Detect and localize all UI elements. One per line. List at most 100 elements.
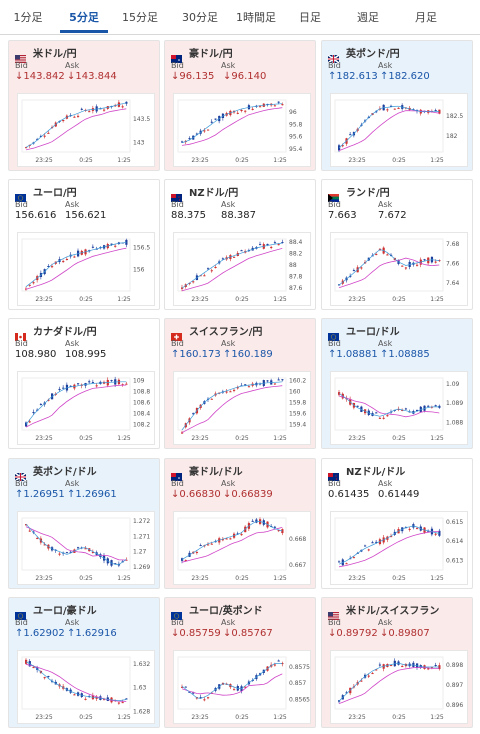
x-tick-label: 0:25	[392, 575, 406, 582]
currency-card[interactable]: 英ポンド/円 Bid Ask ↑182.613 ↑182.620 182.5 182 23:2…	[321, 40, 473, 171]
moving-average-line	[181, 248, 283, 292]
pair-name[interactable]: NZドル/円	[189, 188, 239, 199]
price-chart: 96 95.8 95.6 95.4 23:25 0:25 1:25	[177, 99, 303, 164]
chart-plot-area	[21, 99, 131, 153]
pair-name[interactable]: NZドル/ドル	[346, 467, 406, 478]
pair-name[interactable]: ユーロ/ドル	[346, 327, 400, 338]
currency-card[interactable]: スイスフラン/円 Bid Ask ↑160.173 ↑160.189 160.2 160 15…	[164, 318, 316, 449]
chart-container[interactable]: 88.4 88.2 88 87.8 87.6 23:25 0:25 1:25	[173, 232, 311, 306]
currency-card[interactable]: ランド/円 Bid Ask 7.663 7.672 7.68 7.66 7.64 23:25 0:…	[321, 179, 473, 310]
pair-name[interactable]: ランド/円	[346, 188, 390, 199]
currency-card[interactable]: カナダドル/円 Bid Ask 108.980 108.995 109 108.8 108.6…	[8, 318, 160, 449]
flag-icon	[15, 326, 26, 341]
chart-container[interactable]: 1.272 1.271 1.27 1.269 23:25 0:25 1:25	[17, 511, 155, 585]
pair-name[interactable]: 米ドル/スイスフラン	[346, 606, 440, 617]
currency-card[interactable]: NZドル/ドル Bid Ask 0.61435 0.61449 0.615 0.614 0.6…	[321, 458, 473, 589]
currency-card[interactable]: 米ドル/円 Bid Ask ↓143.842 ↓143.844 143.5 143 23:25…	[8, 40, 160, 171]
chart-plot-area	[334, 238, 444, 292]
x-tick-label: 23:25	[348, 575, 365, 582]
currency-card[interactable]: ユーロ/円 Bid Ask 156.616 156.621 156.5 156 23:25 0:…	[8, 179, 160, 310]
flag-icon	[14, 466, 27, 482]
candle	[371, 542, 374, 544]
ask-label: Ask	[221, 479, 236, 488]
pair-name[interactable]: ユーロ/豪ドル	[33, 606, 97, 617]
pair-name[interactable]: ユーロ/英ポンド	[189, 606, 263, 617]
currency-card[interactable]: NZドル/円 Bid Ask 88.375 88.387 88.4 88.2 88 87.8 87…	[164, 179, 316, 310]
currency-card[interactable]: ユーロ/ドル Bid Ask ↑1.08881 ↑1.08885 1.09 1.089 1.0…	[321, 318, 473, 449]
tab-6[interactable]: 日足	[299, 11, 321, 24]
candle	[210, 398, 213, 400]
candle	[438, 530, 441, 536]
pair-name[interactable]: 豪ドル/円	[189, 49, 233, 60]
flag-icon	[15, 187, 26, 202]
candle	[349, 275, 352, 277]
chart-container[interactable]: 109 108.8 108.6 108.4 108.2 23:25 0:25 1:25	[17, 371, 155, 445]
candle	[273, 383, 277, 385]
arrow-up-icon: ↑	[67, 628, 76, 639]
tab-4[interactable]: 30分足	[182, 11, 218, 24]
chart-container[interactable]: 182.5 182 23:25 0:25 1:25	[330, 93, 468, 167]
currency-card[interactable]: 豪ドル/円 Bid Ask ↓96.135 ↓96.140 96 95.8 95.6 95.4 2…	[164, 40, 316, 171]
tab-7[interactable]: 週足	[357, 11, 379, 24]
candle	[416, 528, 419, 530]
moving-average-line	[25, 384, 127, 428]
candle	[125, 239, 128, 245]
pair-name[interactable]: 豪ドル/ドル	[189, 467, 243, 478]
pair-name[interactable]: スイスフラン/円	[189, 327, 263, 338]
candle	[77, 547, 80, 549]
bid-text: 88.375	[171, 210, 206, 221]
candle	[240, 534, 243, 536]
pair-name[interactable]: 米ドル/円	[33, 49, 77, 60]
candle	[352, 557, 356, 559]
chart-container[interactable]: 0.615 0.614 0.613 23:25 0:25 1:25	[330, 511, 468, 585]
candle	[273, 664, 277, 666]
currency-card[interactable]: 英ポンド/ドル Bid Ask ↑1.26951 ↑1.26961 1.272 1.271 1…	[8, 458, 160, 589]
x-tick-label: 1:25	[117, 575, 131, 582]
candle	[84, 548, 87, 550]
pair-name[interactable]: 英ポンド/円	[346, 49, 400, 60]
currency-card[interactable]: ユーロ/英ポンド Bid Ask ↓0.85759 ↓0.85767 0.8575 0.85…	[164, 597, 316, 728]
tab-5[interactable]: 1時間足	[236, 11, 276, 24]
ask-text: 1.26961	[75, 489, 117, 500]
candle	[32, 667, 35, 669]
timeframe-tabs: 1分足 5分足 15分足 30分足 1時間足 日足 週足 月足	[0, 0, 480, 35]
candle	[386, 254, 389, 256]
pair-name[interactable]: カナダドル/円	[33, 327, 97, 338]
bid-text: 1.62902	[23, 628, 65, 639]
ask-value: ↓0.85767	[223, 628, 273, 639]
pair-name[interactable]: 英ポンド/ドル	[33, 467, 97, 478]
currency-card[interactable]: ユーロ/豪ドル Bid Ask ↑1.62902 ↑1.62916 1.632 1.63 1.…	[8, 597, 160, 728]
tab-2[interactable]: 5分足	[60, 0, 108, 33]
arrow-down-icon: ↓	[171, 628, 180, 639]
chart-plot-area	[177, 238, 287, 292]
chart-container[interactable]: 143.5 143 23:25 0:25 1:25	[17, 93, 155, 167]
currency-card[interactable]: 豪ドル/ドル Bid Ask ↓0.66830 ↓0.66839 0.668 0.667 23…	[164, 458, 316, 589]
chart-container[interactable]: 0.668 0.667 23:25 0:25 1:25	[173, 511, 311, 585]
price-chart: 0.615 0.614 0.613 23:25 0:25 1:25	[334, 517, 463, 582]
arrow-down-icon: ↓	[67, 71, 76, 82]
candle	[88, 381, 91, 383]
price-chart: 182.5 182 23:25 0:25 1:25	[334, 99, 463, 164]
chart-container[interactable]: 0.8575 0.857 0.8565 23:25 0:25 1:25	[173, 650, 311, 724]
tab-3[interactable]: 15分足	[122, 11, 158, 24]
candle	[121, 384, 124, 386]
chart-container[interactable]: 0.898 0.897 0.896 23:25 0:25 1:25	[330, 650, 468, 724]
chart-container[interactable]: 7.68 7.66 7.64 23:25 0:25 1:25	[330, 232, 468, 306]
pair-name[interactable]: ユーロ/円	[33, 188, 77, 199]
x-tick-label: 23:25	[191, 296, 208, 303]
chart-container[interactable]: 96 95.8 95.6 95.4 23:25 0:25 1:25	[173, 93, 311, 167]
chart-container[interactable]: 1.632 1.63 1.628 23:25 0:25 1:25	[17, 650, 155, 724]
candle	[244, 686, 247, 688]
candle	[233, 389, 236, 391]
candle	[221, 258, 225, 260]
ask-value: 0.61449	[378, 489, 419, 500]
chart-container[interactable]: 1.09 1.089 1.088 23:25 0:25 1:25	[330, 371, 468, 445]
chart-container[interactable]: 160.2 160 159.8 159.6 159.4 23:25 0:25 1:25	[173, 371, 311, 445]
bid-label: Bid	[15, 61, 28, 70]
chart-container[interactable]: 156.5 156 23:25 0:25 1:25	[17, 232, 155, 306]
arrow-up-icon: ↑	[15, 489, 24, 500]
currency-card[interactable]: 米ドル/スイスフラン Bid Ask ↓0.89792 ↓0.89807 0.898 0.8…	[321, 597, 473, 728]
tab-1[interactable]: 1分足	[13, 11, 43, 24]
candle	[434, 665, 437, 667]
tab-8[interactable]: 月足	[415, 11, 437, 24]
